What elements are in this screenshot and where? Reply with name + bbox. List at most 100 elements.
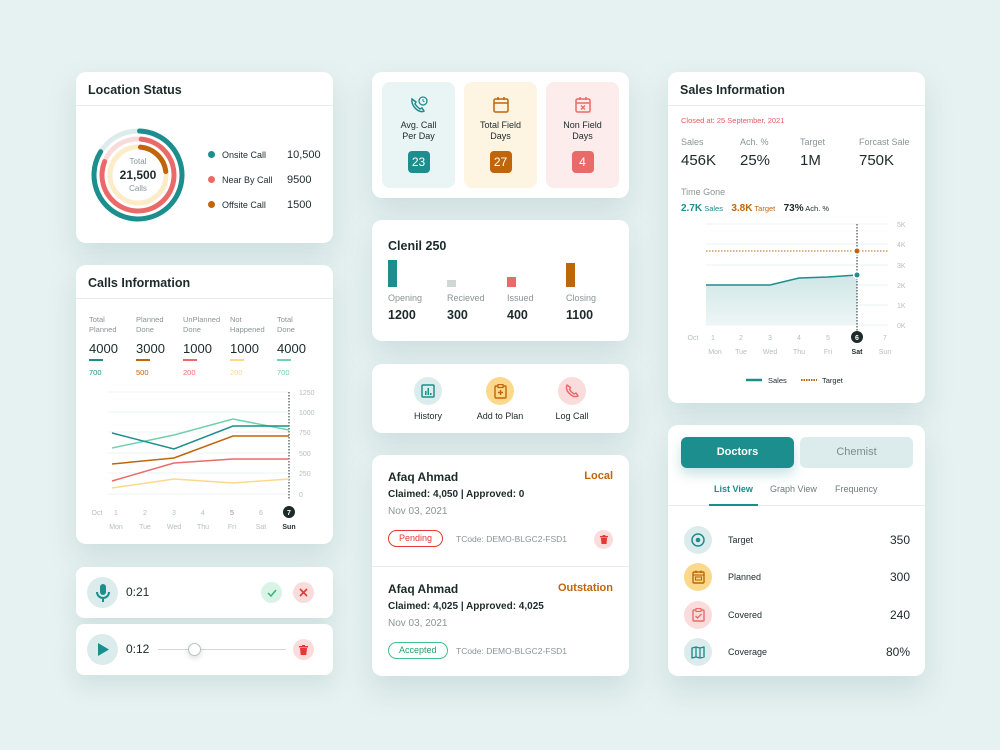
sales-information-card: Sales Information Closed at: 25 Septembe…	[668, 72, 925, 403]
tab-chemist[interactable]: Chemist	[800, 437, 913, 468]
svg-text:Wed: Wed	[763, 349, 777, 356]
claim-type: Local	[584, 470, 613, 482]
kpi-value: 1M	[800, 152, 821, 169]
microphone-button[interactable]	[87, 577, 118, 608]
stat-not-happened: Not Happened 1000 200	[230, 315, 277, 377]
trash-icon	[599, 535, 608, 544]
svg-text:Thu: Thu	[197, 524, 209, 531]
claim-amounts: Claimed: 4,025 | Approved: 4,025	[388, 601, 544, 612]
legend-value: 10,500	[287, 148, 321, 161]
stock-label: Opening	[388, 293, 423, 303]
legend-label: Near By Call	[222, 174, 273, 185]
time-gone-sales: 2.7K	[681, 203, 703, 214]
kpi-target: Target 1M	[800, 137, 825, 169]
delete-recording-button[interactable]	[293, 639, 314, 660]
color-bar	[277, 359, 291, 361]
svg-text:Sat: Sat	[852, 349, 864, 356]
tab-list-view[interactable]: List View	[714, 484, 753, 494]
add-to-plan-button[interactable]: Add to Plan	[460, 377, 540, 421]
stat-sub: 500	[136, 368, 149, 377]
stat-value: 4000	[277, 341, 306, 356]
card-title: Clenil 250	[388, 239, 447, 253]
claim-item[interactable]: Afaq Ahmad Local Claimed: 4,050 | Approv…	[372, 455, 629, 565]
time-gone-target-label: Target	[754, 204, 776, 213]
tab-doctors[interactable]: Doctors	[681, 437, 794, 468]
card-title: Location Status	[88, 83, 182, 97]
stock-label: Closing	[566, 293, 597, 303]
time-gone-label: Time Gone	[681, 187, 726, 197]
legend-item-offsite: Offsite Call 1500	[208, 192, 321, 217]
svg-text:4: 4	[797, 335, 801, 342]
svg-text:1: 1	[711, 335, 715, 342]
svg-text:1: 1	[114, 510, 118, 517]
legend-item-nearby: Near By Call 9500	[208, 167, 321, 192]
status-badge: Accepted	[388, 642, 448, 659]
phone-clock-icon	[410, 96, 428, 113]
dot-icon	[208, 176, 215, 183]
stat-total-done: Total Done 4000 700	[277, 315, 324, 377]
audio-progress-track[interactable]	[158, 649, 286, 650]
microphone-icon	[95, 583, 110, 602]
view-tabs: List View Graph View Frequency	[668, 479, 925, 506]
stock-value: 1200	[388, 308, 416, 322]
cancel-button[interactable]	[293, 582, 314, 603]
quick-actions-card: History Add to Plan Log Call	[372, 364, 629, 433]
calendar-icon	[492, 97, 509, 113]
dot-icon	[208, 201, 215, 208]
legend-label: Offsite Call	[222, 199, 266, 210]
time-gone-ach: 73%	[783, 203, 804, 214]
list-item-planned: Planned 300	[684, 563, 910, 591]
kpi-value: 25%	[740, 152, 771, 169]
color-bar	[136, 359, 150, 361]
row-label: Planned	[728, 572, 762, 582]
svg-text:1K: 1K	[897, 303, 906, 310]
svg-text:Oct: Oct	[688, 335, 699, 342]
svg-text:Oct: Oct	[92, 510, 103, 517]
stock-value: 400	[507, 308, 528, 322]
claim-amounts: Claimed: 4,050 | Approved: 0	[388, 489, 525, 500]
stock-bar	[447, 280, 456, 287]
check-icon	[266, 589, 277, 597]
tab-graph-view[interactable]: Graph View	[770, 484, 817, 494]
svg-text:4K: 4K	[897, 242, 906, 249]
svg-text:5K: 5K	[897, 222, 906, 229]
stat-value: 23	[407, 151, 430, 173]
kpi-label: Sales	[681, 137, 704, 147]
stat-sub: 700	[277, 368, 290, 377]
dot-icon	[208, 151, 215, 158]
svg-text:Mon: Mon	[708, 349, 722, 356]
row-label: Covered	[728, 610, 763, 620]
color-bar	[89, 359, 103, 361]
svg-text:7: 7	[883, 335, 887, 342]
stat-value: 27	[489, 151, 512, 173]
stat-non-field-days: Non Field Days 4	[546, 82, 619, 188]
svg-text:6: 6	[259, 510, 263, 517]
doctors-coverage-card: Doctors Chemist List View Graph View Fre…	[668, 425, 925, 676]
location-legend: Onsite Call 10,500 Near By Call 9500 Off…	[208, 142, 321, 217]
history-button[interactable]: History	[388, 377, 468, 421]
calls-information-card: Calls Information Total Planned 4000 700 …	[76, 265, 333, 544]
clipboard-check-icon	[691, 608, 705, 622]
svg-text:0K: 0K	[897, 323, 906, 330]
confirm-button[interactable]	[261, 582, 282, 603]
log-call-button[interactable]: Log Call	[532, 377, 612, 421]
stat-label: Done	[183, 325, 201, 334]
stat-planned-done: Planned Done 3000 500	[136, 315, 183, 377]
map-icon	[691, 645, 705, 659]
delete-claim-button[interactable]	[594, 530, 613, 549]
claim-item[interactable]: Afaq Ahmad Outstation Claimed: 4,025 | A…	[372, 566, 629, 676]
play-button[interactable]	[87, 634, 118, 665]
audio-progress-thumb[interactable]	[188, 643, 201, 656]
svg-text:3: 3	[768, 335, 772, 342]
active-tab-indicator	[709, 504, 758, 506]
stat-label: Planned	[136, 315, 164, 324]
legend-item-onsite: Onsite Call 10,500	[208, 142, 321, 167]
clenil-stock-card: Clenil 250 Opening 1200 Recieved 300 Iss…	[372, 220, 629, 341]
tab-frequency[interactable]: Frequency	[835, 484, 878, 494]
stat-label: Done	[277, 325, 295, 334]
kpi-label: Ach. %	[740, 137, 769, 147]
target-icon	[691, 533, 705, 547]
claim-type: Outstation	[558, 582, 613, 594]
legend-label: Onsite Call	[222, 149, 267, 160]
stat-label: Planned	[89, 325, 117, 334]
